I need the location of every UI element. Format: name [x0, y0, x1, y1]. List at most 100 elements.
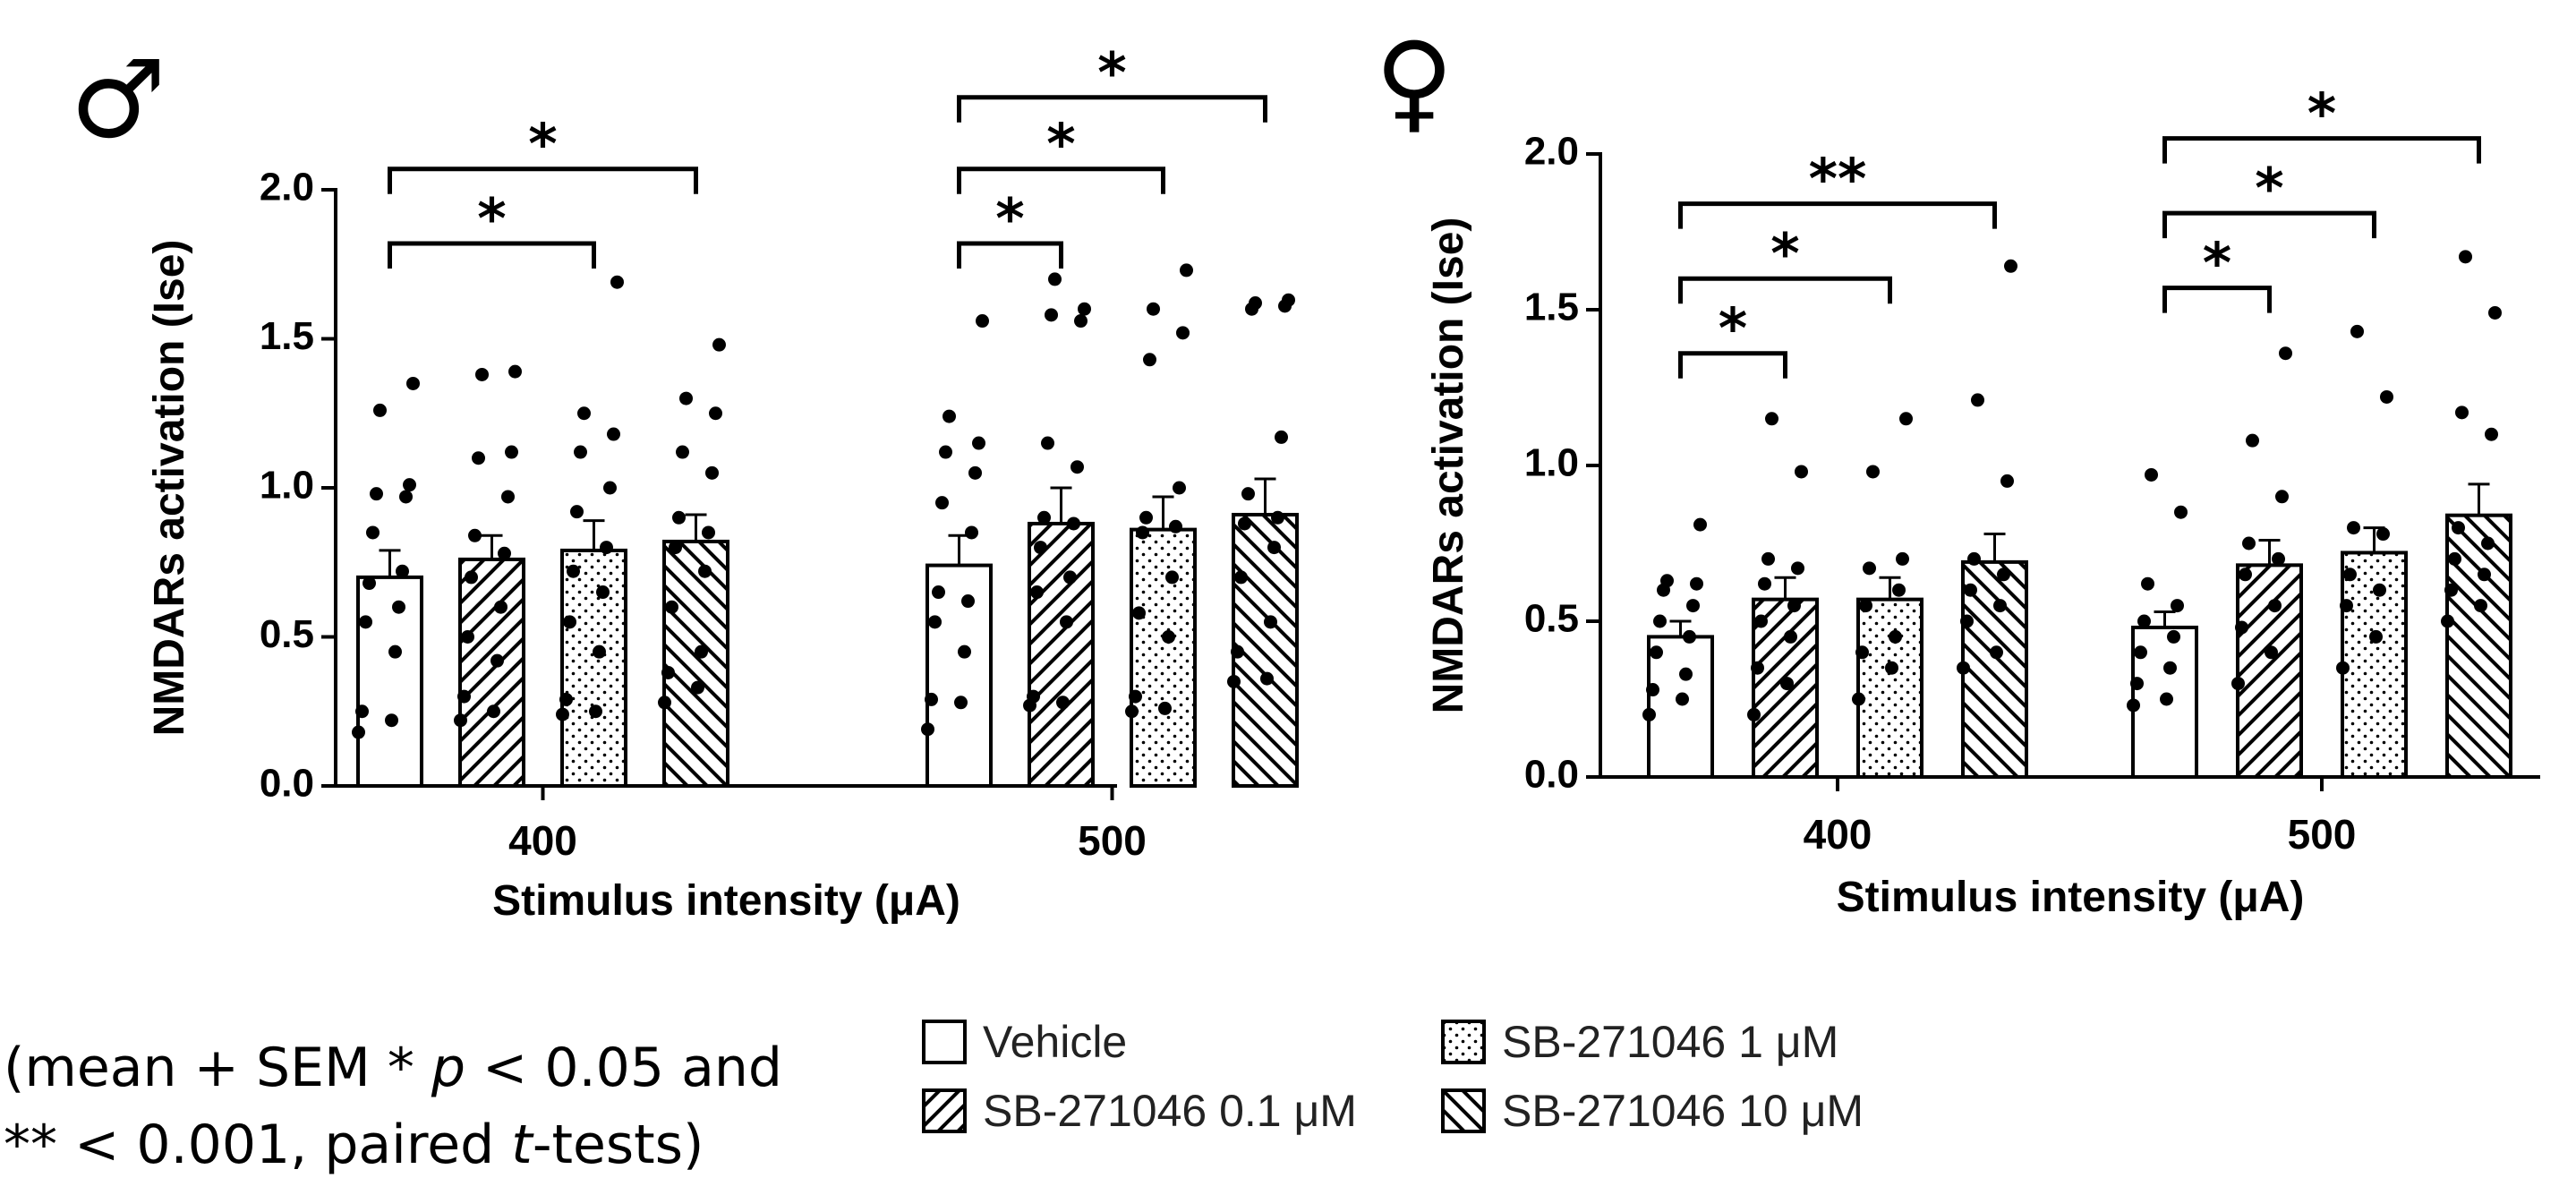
- sex-symbol: ♂: [70, 38, 166, 163]
- data-point: [2488, 305, 2502, 320]
- data-point: [702, 525, 715, 540]
- data-point: [385, 713, 398, 728]
- x-axis-label: Stimulus intensity (μA): [1837, 874, 2305, 921]
- data-point: [1056, 696, 1070, 710]
- data-point: [691, 680, 704, 695]
- y-tick-label: 0.5: [1524, 597, 1579, 641]
- x-tick-label: 500: [2288, 811, 2357, 858]
- data-point: [932, 585, 945, 600]
- data-point: [2347, 521, 2360, 535]
- data-point: [2272, 551, 2285, 566]
- bar-sb-0-1: [2236, 563, 2303, 779]
- data-point: [1275, 430, 1288, 444]
- data-point: [570, 505, 584, 519]
- data-point: [363, 576, 376, 591]
- data-point: [577, 406, 591, 421]
- significance-bracket: [2162, 210, 2376, 239]
- data-point: [1030, 585, 1044, 600]
- data-point: [1653, 614, 1667, 628]
- data-point: [1271, 510, 1284, 525]
- data-point: [487, 704, 500, 719]
- data-point: [593, 644, 606, 659]
- legend-item-sb-10: SB-271046 10 μM: [1441, 1085, 1864, 1137]
- data-point: [958, 644, 971, 659]
- data-point: [2452, 521, 2465, 535]
- data-point: [972, 436, 985, 450]
- data-point: [1852, 692, 1865, 706]
- data-point: [658, 696, 671, 710]
- data-point: [1227, 674, 1241, 688]
- data-point: [679, 391, 693, 405]
- data-point: [2340, 599, 2353, 613]
- data-point: [2000, 474, 2014, 488]
- data-point: [2373, 583, 2386, 597]
- data-point: [1993, 599, 2007, 613]
- data-point: [1855, 645, 1869, 660]
- data-point: [1234, 570, 1248, 585]
- y-tick-label: 1.0: [260, 464, 314, 508]
- data-point: [1676, 692, 1689, 706]
- data-point: [1241, 487, 1255, 501]
- bar-sb-0-1: [458, 557, 525, 788]
- data-point: [1034, 541, 1047, 555]
- data-point: [2380, 389, 2393, 404]
- data-point: [472, 451, 485, 465]
- data-point: [1679, 667, 1693, 681]
- x-tick-label: 400: [1804, 811, 1872, 858]
- data-point: [925, 692, 938, 706]
- data-point: [1997, 568, 2010, 582]
- data-point: [2350, 324, 2364, 338]
- footnote-text: (mean + SEM *: [4, 1037, 431, 1099]
- data-point: [1863, 561, 1876, 576]
- data-point: [1866, 465, 1880, 479]
- male-panel: ♂ 0.0 0.5 1.0 1.5 2.0 400 500 Stimulus intensity…: [70, 38, 1299, 925]
- data-point: [1693, 517, 1707, 532]
- data-point: [1686, 599, 1700, 613]
- legend-item-vehicle: Vehicle: [922, 1016, 1127, 1068]
- data-point: [2369, 629, 2383, 644]
- data-point: [2336, 661, 2350, 675]
- data-point: [2275, 490, 2289, 504]
- data-point: [1125, 704, 1139, 719]
- data-point: [494, 600, 508, 614]
- data-point: [370, 487, 383, 501]
- data-point: [563, 615, 576, 629]
- data-point: [2279, 346, 2292, 361]
- data-point: [396, 564, 409, 578]
- data-point: [1787, 599, 1801, 613]
- data-point: [2235, 620, 2248, 635]
- data-point: [1267, 541, 1281, 555]
- data-point: [1231, 644, 1244, 659]
- data-point: [672, 510, 686, 525]
- footnote-text: < 0.05 and: [465, 1037, 782, 1099]
- data-point: [2444, 583, 2458, 597]
- significance-label: *: [528, 112, 557, 177]
- data-point: [1690, 576, 1703, 591]
- data-point: [454, 713, 467, 728]
- data-point: [600, 541, 613, 555]
- data-point: [1282, 293, 1295, 307]
- data-point: [1892, 583, 1906, 597]
- data-point: [589, 704, 602, 719]
- data-point: [501, 490, 515, 504]
- significance-bracket: [957, 241, 1063, 269]
- data-point: [921, 722, 934, 737]
- significance-bracket: [1678, 276, 1892, 304]
- data-point: [567, 564, 580, 578]
- data-point: [1683, 629, 1696, 644]
- data-point: [1264, 615, 1277, 629]
- data-point: [403, 478, 416, 492]
- footnote-text: ** < 0.001, paired: [4, 1114, 512, 1176]
- data-point: [2441, 614, 2454, 628]
- bar-sb-1: [1130, 527, 1197, 788]
- data-point: [1173, 481, 1186, 495]
- y-tick-label: 1.0: [1524, 441, 1579, 485]
- data-point: [1795, 465, 1808, 479]
- y-tick-label: 0.0: [260, 762, 314, 806]
- data-point: [574, 445, 587, 459]
- data-point: [2127, 698, 2140, 713]
- data-point: [1957, 661, 1970, 675]
- data-point: [1758, 576, 1771, 591]
- data-point: [1132, 606, 1146, 620]
- data-point: [1754, 614, 1768, 628]
